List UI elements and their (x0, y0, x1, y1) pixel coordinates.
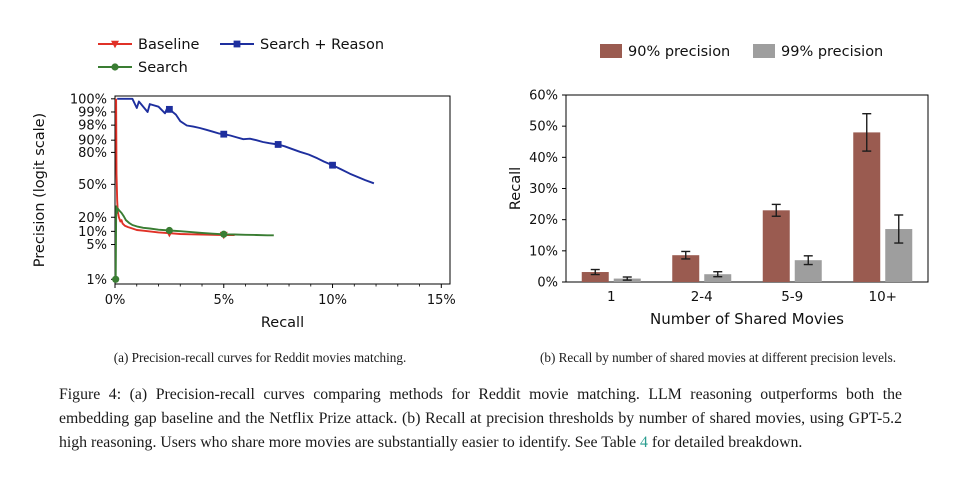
legend-label: 99% precision (781, 44, 883, 60)
y-tick-label: 40% (529, 151, 558, 166)
series-line-baseline (115, 98, 235, 236)
bar-10+-0 (853, 132, 881, 282)
square-marker (329, 161, 336, 169)
circle-marker (220, 230, 228, 238)
y-tick-label: 20% (529, 213, 558, 228)
y-tick-label: 98% (78, 119, 107, 134)
figure-caption: Figure 4: (a) Precision-recall curves co… (59, 383, 902, 455)
legend-label: 90% precision (628, 44, 730, 60)
caption-text-after: for detailed breakdown. (647, 434, 803, 451)
y-tick-label: 1% (86, 273, 107, 288)
bar-2-4-0 (672, 255, 700, 282)
y-tick-label: 10% (78, 225, 107, 240)
square-marker (165, 105, 173, 113)
table-ref-link[interactable]: 4 (640, 434, 648, 451)
legend-swatch (600, 44, 622, 58)
category-label: 2-4 (691, 289, 713, 305)
y-tick-label: 100% (70, 92, 107, 107)
legend-label: Search + Reason (260, 37, 384, 53)
circle-marker (111, 63, 119, 71)
circle-marker (112, 275, 120, 283)
subcaption-a: (a) Precision-recall curves for Reddit m… (113, 350, 407, 365)
x-tick-label: 5% (213, 293, 234, 308)
bar-2-4-1 (704, 274, 732, 282)
series-line-search-reason (117, 97, 375, 185)
legend-label: Search (138, 60, 188, 76)
circle-marker (165, 226, 173, 235)
square-marker (274, 141, 282, 148)
bar-5-9-0 (762, 210, 790, 282)
y-tick-label: 50% (529, 120, 558, 135)
y-tick-label: 5% (86, 238, 107, 253)
y-tick-label: 20% (78, 211, 107, 226)
y-tick-label: 80% (78, 146, 107, 161)
y-axis-label: Recall (508, 167, 524, 210)
caption-text-before: Figure 4: (a) Precision-recall curves co… (59, 386, 902, 451)
y-tick-label: 90% (78, 134, 107, 149)
y-tick-label: 60% (529, 89, 558, 104)
category-label: 1 (607, 289, 616, 305)
x-tick-label: 15% (427, 293, 456, 308)
legend-label: Baseline (138, 37, 200, 53)
y-tick-label: 50% (78, 178, 107, 193)
category-label: 10+ (869, 289, 898, 305)
y-axis-label: Precision (logit scale) (32, 113, 48, 267)
bar-1-0 (581, 272, 609, 282)
x-tick-label: 10% (318, 293, 347, 308)
recall-by-shared-movies-chart: 0% 10% 20% 30% 40% 50% 60% 1 2-4 5-9 10+ Number of … (508, 44, 929, 328)
precision-recall-chart: 100%99%98%90%80%50%20%10%5%1%0% 5% 10% 15%R… (32, 37, 456, 331)
x-axis-label: Number of Shared Movies (650, 310, 844, 328)
y-tick-label: 10% (529, 244, 558, 259)
x-axis-label: Recall (261, 315, 304, 331)
y-tick-label: 30% (529, 182, 558, 197)
square-marker (233, 40, 241, 48)
square-marker (220, 130, 228, 138)
plot-border (114, 95, 451, 285)
legend-swatch (753, 44, 775, 58)
x-tick-label: 0% (105, 293, 126, 308)
bar-5-9-1 (794, 260, 822, 282)
y-tick-label: 0% (537, 276, 558, 291)
y-tick-label: 99% (78, 105, 107, 120)
triangle-marker (111, 40, 119, 49)
subcaption-b: (b) Recall by number of shared movies at… (539, 350, 897, 365)
series-line-search (114, 205, 274, 280)
category-label: 5-9 (781, 289, 803, 305)
